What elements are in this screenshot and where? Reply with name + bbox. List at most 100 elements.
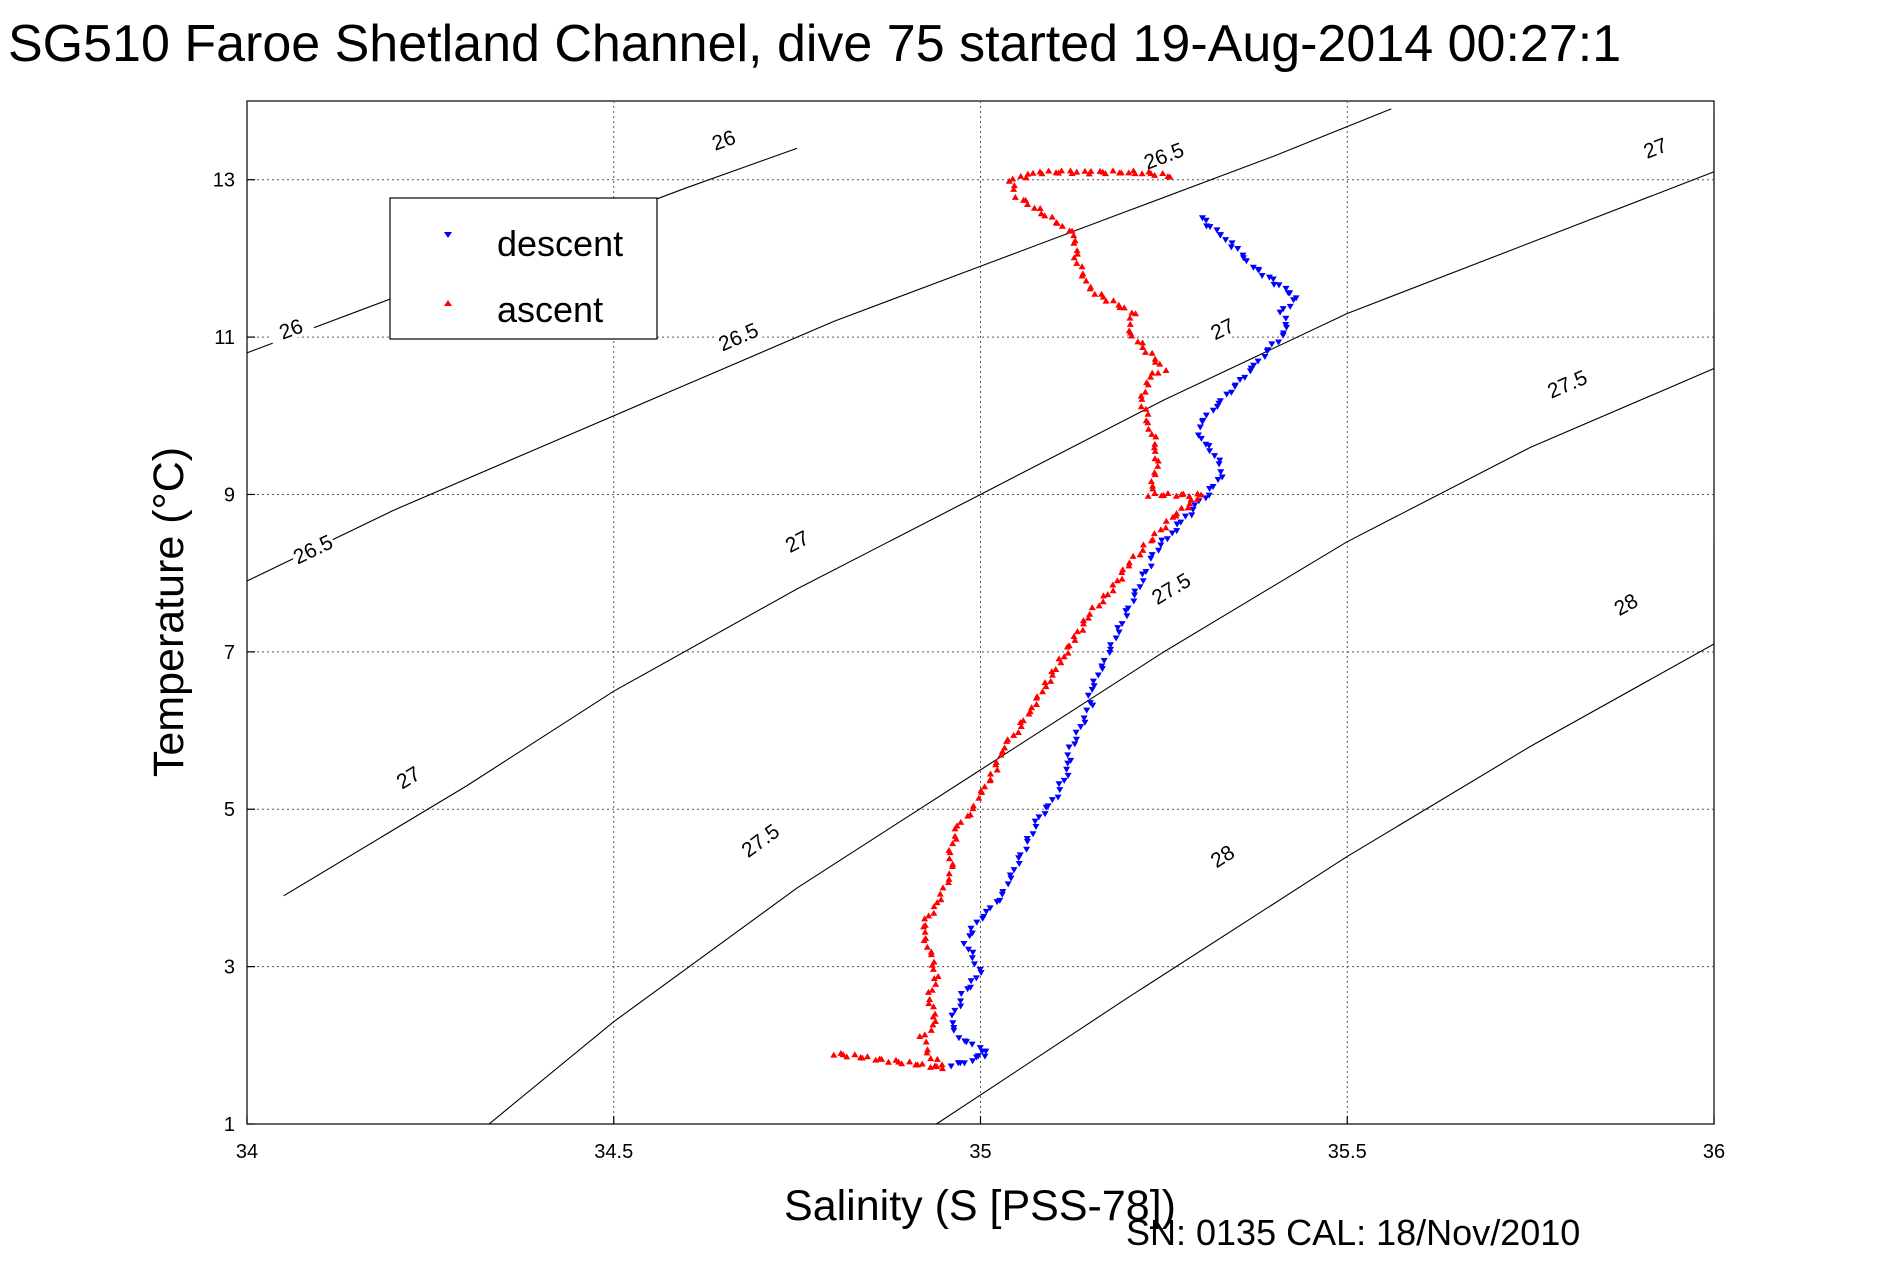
contour-label-bg	[698, 119, 748, 158]
data-point	[1119, 566, 1127, 573]
data-point	[1199, 417, 1207, 424]
data-point	[1173, 510, 1181, 517]
data-point	[1188, 512, 1196, 519]
data-point	[1010, 182, 1018, 189]
data-point	[1109, 587, 1117, 594]
data-point	[1131, 588, 1139, 595]
data-point	[1168, 530, 1176, 537]
data-point	[1009, 175, 1017, 182]
data-point	[1211, 453, 1219, 460]
data-point	[960, 1060, 968, 1067]
data-point	[1071, 636, 1079, 643]
data-point	[1142, 568, 1150, 575]
data-point	[1107, 642, 1115, 649]
legend-ascent-label: ascent	[497, 289, 603, 330]
data-point	[1026, 708, 1034, 715]
data-point	[981, 783, 989, 790]
data-point	[1048, 668, 1056, 675]
data-point	[1144, 410, 1152, 417]
data-point	[1070, 632, 1078, 639]
data-point	[1292, 295, 1300, 302]
data-point	[1073, 259, 1081, 266]
data-point	[1114, 625, 1122, 632]
data-point	[1087, 167, 1095, 174]
data-point	[998, 747, 1006, 754]
data-point	[1125, 559, 1133, 566]
data-point	[1282, 315, 1290, 322]
data-point	[1005, 177, 1013, 184]
data-point	[939, 884, 947, 891]
y-tick-label: 13	[213, 170, 235, 192]
contour-label-bg	[287, 527, 338, 569]
data-point	[884, 1058, 892, 1065]
legend-box	[389, 197, 658, 340]
y-tick-label: 3	[224, 957, 235, 979]
legend: descent ascent	[389, 197, 658, 340]
data-point	[967, 925, 975, 932]
data-point	[1030, 204, 1038, 211]
data-point	[949, 1020, 957, 1027]
data-point	[1158, 537, 1166, 544]
data-point	[1157, 542, 1165, 549]
data-point	[1159, 169, 1167, 176]
data-point	[1218, 474, 1226, 481]
data-point	[927, 1055, 935, 1062]
data-point	[1073, 168, 1081, 175]
data-point	[1118, 621, 1126, 628]
data-point	[1064, 772, 1072, 779]
data-point	[1041, 811, 1049, 818]
data-point	[1129, 552, 1137, 559]
data-point	[1104, 591, 1112, 598]
contour-label-bg	[1138, 135, 1188, 174]
data-point	[998, 891, 1006, 898]
data-point	[1236, 376, 1244, 383]
data-point	[1151, 171, 1159, 178]
data-point	[1139, 344, 1147, 351]
data-point	[1194, 432, 1202, 439]
data-point	[1024, 170, 1032, 177]
data-point	[1147, 477, 1155, 484]
contour-label: 27	[1196, 307, 1247, 348]
data-point	[1164, 490, 1172, 497]
data-point	[1023, 846, 1031, 853]
data-point	[1017, 723, 1025, 730]
data-point	[1216, 398, 1224, 405]
data-point	[1058, 222, 1066, 229]
legend-descent-label: descent	[497, 223, 623, 264]
data-point	[1107, 646, 1115, 653]
y-tick-label: 9	[224, 484, 235, 506]
data-point	[1041, 212, 1049, 219]
data-point	[931, 1010, 939, 1017]
x-axis-label: Salinity (S [PSS-78])	[784, 1182, 1176, 1230]
data-point	[1151, 440, 1159, 447]
data-point	[1004, 881, 1012, 888]
data-point	[1020, 196, 1028, 203]
data-point	[1213, 227, 1221, 234]
data-point	[1019, 717, 1027, 724]
data-point	[1131, 170, 1139, 177]
data-point	[1083, 707, 1091, 714]
data-point	[1078, 263, 1086, 270]
data-point	[945, 875, 953, 882]
data-point	[1073, 247, 1081, 254]
data-point	[1242, 258, 1250, 265]
isopycnal-line	[936, 541, 1714, 1124]
data-point	[1270, 281, 1278, 288]
data-point	[1163, 536, 1171, 543]
data-point	[1147, 170, 1155, 177]
data-point	[1265, 274, 1273, 281]
data-point	[1086, 700, 1094, 707]
data-point	[906, 1058, 914, 1065]
data-point	[1010, 731, 1018, 738]
data-point	[1052, 665, 1060, 672]
data-point	[1064, 649, 1072, 656]
data-point	[926, 995, 934, 1002]
data-point	[1028, 704, 1036, 711]
data-point	[1240, 255, 1248, 262]
data-point	[1184, 504, 1192, 511]
data-point	[1023, 835, 1031, 842]
data-point	[1081, 167, 1089, 174]
data-point	[1282, 322, 1290, 329]
data-point	[1010, 185, 1018, 192]
